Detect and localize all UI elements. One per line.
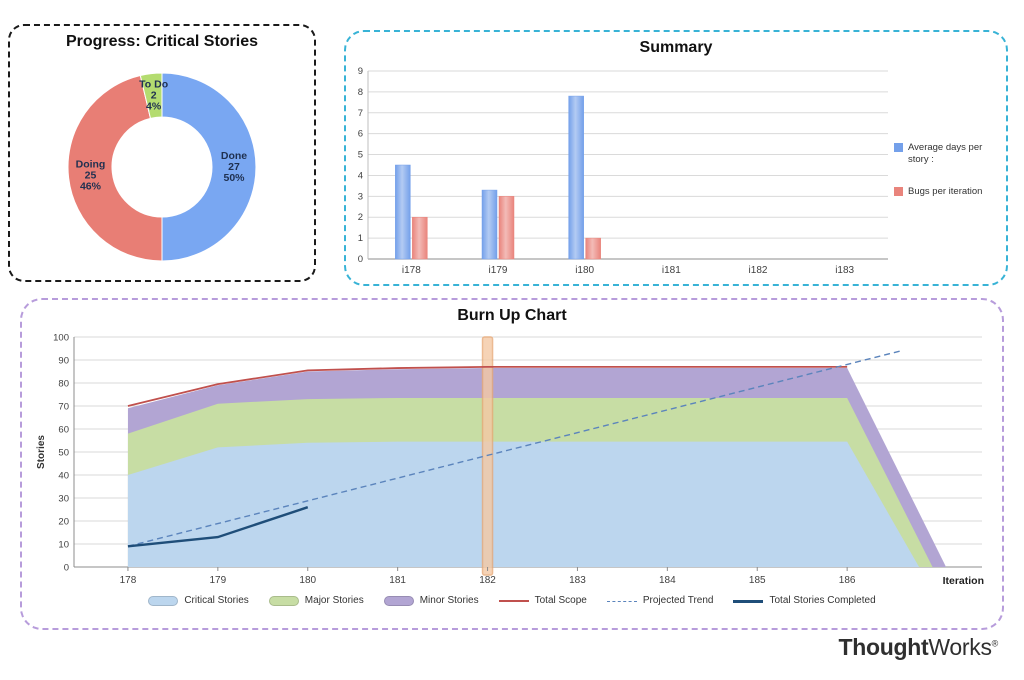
y-tick-label: 8	[358, 87, 363, 98]
y-tick-label: 0	[64, 563, 69, 574]
average-days-label: Average days per story :	[908, 142, 983, 166]
legend-item-total-scope: Total Scope	[498, 595, 587, 608]
total-completed-swatch	[733, 599, 764, 603]
y-tick-label: 70	[58, 402, 69, 413]
y-tick-label: 0	[358, 254, 363, 265]
progress-panel-title: Progress: Critical Stories	[65, 33, 259, 50]
y-tick-label: 3	[358, 191, 363, 202]
summary-panel: Summary 0 1 2 3 4 5 6 7 8 9 i178 i179 i180 i181 i182 i1…	[344, 30, 1008, 286]
legend-item-critical-stories: Critical Stories	[148, 595, 249, 608]
summary-panel-title: Summary	[639, 39, 713, 56]
registered-mark: ®	[991, 638, 999, 649]
y-tick-label: 5	[358, 150, 363, 161]
projected-trend-label: Projected Trend	[642, 595, 714, 606]
x-tick-label: i181	[662, 265, 681, 276]
line-total-stories-completed	[127, 506, 309, 548]
line-total-scope	[127, 366, 848, 407]
critical-stories-label: Critical Stories	[184, 595, 249, 606]
bar-average-days-per-story-i180	[568, 95, 584, 260]
y-tick-label: 1	[358, 233, 363, 244]
x-tick-label: 184	[659, 575, 676, 586]
y-tick-label: 40	[58, 471, 69, 482]
critical-stories-swatch	[148, 596, 179, 607]
y-tick-label: 7	[358, 108, 363, 119]
y-tick-label: 90	[58, 356, 69, 367]
progress-critical-stories-panel: Progress: Critical Stories Done 27 50% Doin…	[8, 24, 316, 282]
y-tick-label: 60	[58, 425, 69, 436]
line-projected-trend	[127, 350, 902, 547]
x-tick-label: 182	[479, 575, 496, 586]
legend-item-average-days: Average days per story :	[894, 142, 994, 166]
minor-stories-label: Minor Stories	[419, 595, 479, 606]
summary-body: 0 1 2 3 4 5 6 7 8 9 i178 i179 i180 i181 i182 i183 Avera…	[346, 59, 1006, 281]
burnup-panel: Burn Up Chart 0 10 20 30 40 50 60 70 80 90 100 178 1…	[20, 298, 1004, 630]
x-tick-label: 181	[389, 575, 406, 586]
average-days-swatch	[894, 143, 903, 153]
x-tick-label: 185	[749, 575, 766, 586]
thoughtworks-logo: ThoughtWorks®	[838, 634, 999, 661]
y-tick-label: 9	[358, 66, 363, 77]
y-tick-label: 10	[58, 540, 69, 551]
donut-label-to-do: To Do 2 4%	[139, 78, 168, 112]
y-tick-label: 4	[358, 170, 363, 181]
y-tick-label: 6	[358, 129, 363, 140]
bar-bugs-per-iteration-i178	[412, 216, 428, 260]
bar-bugs-per-iteration-i180	[585, 237, 601, 260]
x-tick-label: 183	[569, 575, 586, 586]
x-tick-label: 180	[299, 575, 316, 586]
bar-average-days-per-story-i178	[395, 164, 411, 260]
donut-segment-done	[161, 72, 257, 262]
burnup-chart: 0 10 20 30 40 50 60 70 80 90 100 178 179 180 181 182 183…	[36, 333, 984, 588]
x-tick-label: 178	[120, 575, 137, 586]
bar-average-days-per-story-i179	[481, 189, 498, 260]
logo-thought: Thought	[838, 634, 929, 660]
donut-label-done: Done 27 50%	[221, 150, 247, 184]
bar-bugs-per-iteration-i179	[498, 196, 515, 260]
x-axis-title: Iteration	[943, 575, 984, 587]
major-stories-swatch	[268, 596, 299, 607]
legend-item-projected-trend: Projected Trend	[606, 595, 714, 608]
logo-works: Works	[928, 634, 992, 660]
bugs-label: Bugs per iteration	[908, 185, 983, 197]
y-tick-label: 80	[58, 379, 69, 390]
x-tick-label: i182	[749, 265, 768, 276]
donut-label-doing: Doing 25 46%	[76, 158, 106, 192]
y-tick-label: 20	[58, 517, 69, 528]
minor-stories-swatch	[383, 596, 414, 607]
x-tick-label: i179	[489, 265, 508, 276]
donut-segment-doing	[67, 74, 163, 262]
burnup-legend: Critical Stories Major Stories Minor Sto…	[22, 595, 1002, 608]
summary-legend: Average days per story : Bugs per iterat…	[894, 59, 998, 281]
summary-bar-chart: 0 1 2 3 4 5 6 7 8 9 i178 i179 i180 i181 i182 i183	[358, 66, 888, 276]
major-stories-label: Major Stories	[304, 595, 364, 606]
x-tick-label: 179	[209, 575, 226, 586]
y-tick-label: 2	[358, 212, 363, 223]
legend-item-minor-stories: Minor Stories	[383, 595, 479, 608]
y-tick-label: 50	[58, 448, 69, 459]
x-tick-label: i178	[402, 265, 421, 276]
legend-item-major-stories: Major Stories	[268, 595, 364, 608]
bugs-swatch	[894, 186, 903, 196]
total-completed-label: Total Stories Completed	[769, 595, 876, 606]
y-axis-title: Stories	[36, 435, 47, 469]
y-tick-label: 30	[58, 494, 69, 505]
legend-item-total-completed: Total Stories Completed	[733, 595, 876, 608]
total-scope-label: Total Scope	[534, 595, 587, 606]
legend-item-bugs: Bugs per iteration	[894, 186, 994, 198]
total-scope-swatch	[498, 600, 529, 603]
x-tick-label: i180	[575, 265, 594, 276]
y-tick-label: 100	[53, 333, 69, 344]
progress-donut-chart: Done 27 50% Doing 25 46% To Do 2 4%	[67, 72, 257, 262]
x-tick-label: i183	[835, 265, 854, 276]
burnup-panel-title: Burn Up Chart	[457, 307, 567, 324]
donut-segment-to-do	[139, 72, 163, 119]
x-tick-label: 186	[839, 575, 856, 586]
projected-trend-swatch	[606, 600, 637, 602]
area-critical-stories	[127, 441, 920, 567]
